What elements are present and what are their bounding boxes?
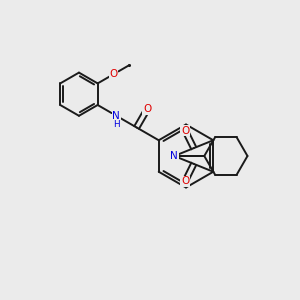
Text: O: O — [181, 126, 189, 136]
Text: O: O — [110, 69, 118, 79]
Text: N: N — [112, 111, 120, 121]
Text: O: O — [143, 104, 151, 114]
Text: H: H — [113, 120, 119, 129]
Text: N: N — [170, 151, 178, 161]
Text: O: O — [181, 176, 189, 186]
